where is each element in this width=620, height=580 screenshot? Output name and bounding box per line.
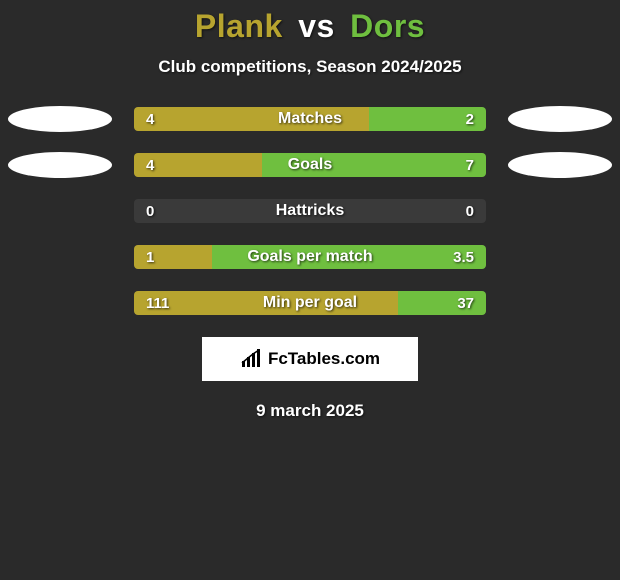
right-ellipse	[508, 152, 612, 178]
title-vs: vs	[298, 8, 335, 44]
logo-box: FcTables.com	[202, 337, 418, 381]
logo: FcTables.com	[240, 349, 380, 369]
stat-bar: 42Matches	[134, 107, 486, 131]
stat-label: Hattricks	[134, 199, 486, 223]
right-slot	[500, 245, 620, 269]
bar-left-fill	[134, 291, 398, 315]
right-slot	[500, 107, 620, 131]
chart-bars-icon	[240, 349, 264, 369]
stat-row: 13.5Goals per match	[0, 245, 620, 269]
left-ellipse	[8, 152, 112, 178]
bar-right-fill	[262, 153, 486, 177]
date: 9 march 2025	[0, 401, 620, 421]
comparison-widget: Plank vs Dors Club competitions, Season …	[0, 0, 620, 421]
stat-row: 11137Min per goal	[0, 291, 620, 315]
left-slot	[0, 153, 120, 177]
stat-row: 47Goals	[0, 153, 620, 177]
right-slot	[500, 291, 620, 315]
left-slot	[0, 199, 120, 223]
stat-row: 0 0Hattricks	[0, 199, 620, 223]
stat-bar: 11137Min per goal	[134, 291, 486, 315]
bar-right-fill	[369, 107, 486, 131]
title-player1: Plank	[195, 8, 283, 44]
bar-left-fill	[134, 107, 369, 131]
right-slot	[500, 153, 620, 177]
left-ellipse	[8, 106, 112, 132]
stat-value-left: 0	[146, 199, 154, 223]
stat-bar: 47Goals	[134, 153, 486, 177]
title-player2: Dors	[350, 8, 425, 44]
left-slot	[0, 245, 120, 269]
logo-text: FcTables.com	[268, 349, 380, 369]
bar-left-fill	[134, 245, 212, 269]
right-slot	[500, 199, 620, 223]
title: Plank vs Dors	[0, 8, 620, 45]
stat-row: 42Matches	[0, 107, 620, 131]
bar-right-fill	[212, 245, 486, 269]
bar-right-fill	[398, 291, 486, 315]
stat-value-right: 0	[466, 199, 474, 223]
bar-left-fill	[134, 153, 262, 177]
left-slot	[0, 107, 120, 131]
stat-bar: 0 0Hattricks	[134, 199, 486, 223]
right-ellipse	[508, 106, 612, 132]
stat-bar: 13.5Goals per match	[134, 245, 486, 269]
subtitle: Club competitions, Season 2024/2025	[0, 57, 620, 77]
stats-rows: 42Matches 47Goals 0 0Hattricks 13.5Goals per…	[0, 107, 620, 315]
left-slot	[0, 291, 120, 315]
